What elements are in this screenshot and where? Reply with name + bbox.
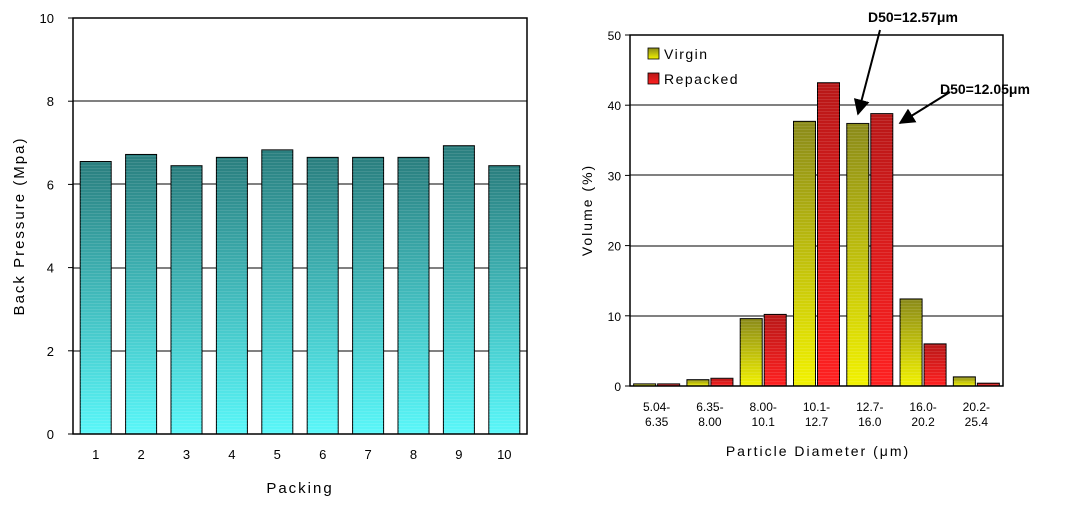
annotation-d50-virgin: D50=12.57μm [868,9,958,25]
left-x-tick-label: 5 [274,447,281,462]
right-y-tick-label: 20 [608,240,622,254]
right-x-tick-label: 8.00-10.1 [750,400,777,429]
right-x-tick-label: 6.35-8.00 [696,400,723,429]
left-plot-frame [72,17,528,435]
right-y-tick-label: 0 [614,380,621,394]
right-y-tick-label: 50 [608,29,622,43]
annotation-arrow-repacked [898,91,951,124]
right-bars [633,82,1000,387]
left-x-tick-label: 3 [183,447,190,462]
annotation-d50-repacked: D50=12.05μm [940,81,1030,97]
left-y-tick-label: 6 [47,177,54,192]
annotation-arrow-virgin [853,29,881,116]
left-x-ticks: 1 2 3 4 5 6 7 8 9 10 [92,447,511,462]
left-y-tick-label: 10 [40,11,54,26]
right-x-tick-label: 16.0-20.2 [909,400,936,429]
legend: Virgin Repacked [647,46,739,87]
left-bars [79,145,521,435]
legend-swatch-virgin [647,47,660,60]
right-y-axis-title: Volume (%) [579,164,595,256]
left-x-axis-title: Packing [266,480,333,497]
left-x-tick-label: 8 [410,447,417,462]
right-x-tick-label: 5.04-6.35 [643,400,670,429]
right-gridlines [630,104,1003,317]
left-y-tick-label: 2 [47,344,54,359]
legend-swatch-repacked [647,72,660,85]
left-x-tick-label: 1 [92,447,99,462]
right-y-ticks: 0 10 20 30 40 50 [608,29,630,394]
left-x-tick-label: 6 [319,447,326,462]
right-y-tick-label: 30 [608,169,622,183]
left-y-tick-label: 4 [47,261,54,276]
left-x-tick-label: 7 [364,447,371,462]
left-x-tick-label: 10 [497,447,511,462]
left-x-tick-label: 4 [228,447,235,462]
legend-label-repacked: Repacked [664,71,739,87]
left-x-tick-label: 2 [137,447,144,462]
left-x-tick-label: 9 [455,447,462,462]
annotations: D50=12.57μm D50=12.05μm [853,9,1030,124]
right-x-tick-label: 10.1-12.7 [803,400,830,429]
right-y-tick-label: 40 [608,99,622,113]
chart-particle-volume: 0 10 20 30 40 50 5.04-6.35 6.35-8.00 8.00-10.1 1… [579,9,1030,459]
right-x-tick-label: 20.2-25.4 [963,400,990,429]
right-plot-frame [629,34,1004,387]
right-y-tick-label: 10 [608,310,622,324]
left-y-axis-title: Back Pressure (Mpa) [11,137,28,316]
right-x-ticks: 5.04-6.35 6.35-8.00 8.00-10.1 10.1-12.7 12.7… [643,400,990,429]
right-x-axis-title: Particle Diameter (μm) [726,443,910,459]
legend-label-virgin: Virgin [664,46,709,62]
left-y-ticks: 0 2 4 6 8 10 [40,11,73,442]
left-y-tick-label: 0 [47,427,54,442]
left-y-tick-label: 8 [47,94,54,109]
right-x-tick-label: 12.7-16.0 [856,400,883,429]
